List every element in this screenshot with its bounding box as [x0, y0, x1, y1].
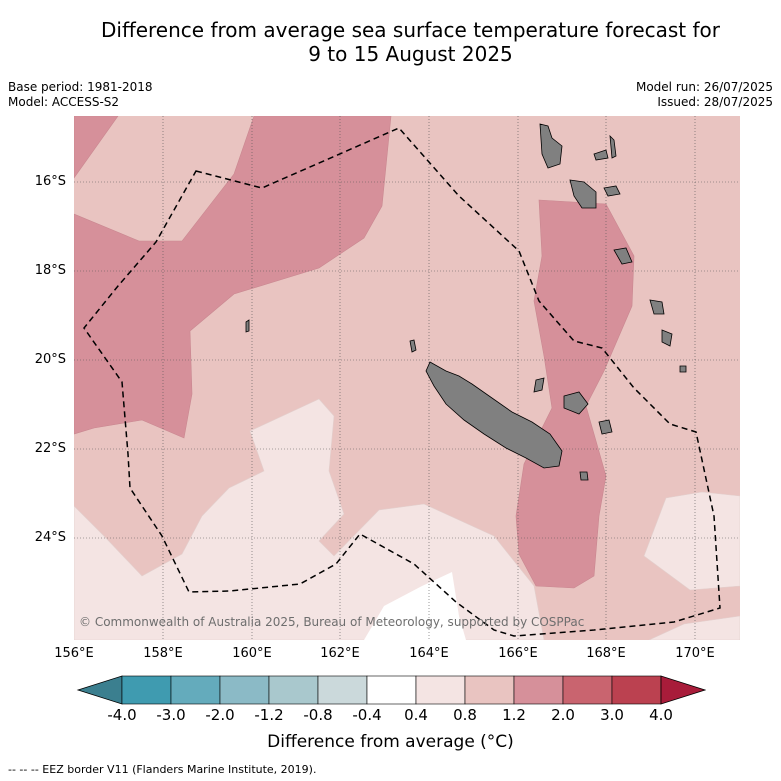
island-vanuatu-espiritu: [539, 123, 563, 169]
island-isle-of-pines: [579, 471, 589, 481]
island-vanuatu-erromango: [649, 299, 665, 315]
island-loyalty-3: [533, 377, 545, 393]
model-run: Model run: 26/07/2025: [635, 80, 773, 94]
meta-left: Base period: 1981-2018 Model: ACCESS-S2: [8, 80, 153, 110]
lon-label-156e: 156°E: [54, 646, 94, 661]
lat-label-22s: 22°S: [34, 441, 66, 456]
island-loyalty-2: [598, 419, 613, 435]
colorbar: [76, 675, 706, 705]
lon-label-164e: 164°E: [409, 646, 449, 661]
colorbar-cell: [415, 675, 466, 705]
colorbar-cell: [219, 675, 270, 705]
title-line-1: Difference from average sea surface temp…: [100, 18, 720, 42]
island-vanuatu-efate: [613, 247, 633, 265]
anomaly-region-neutral: [364, 572, 466, 640]
colorbar-tick-label: 0.8: [453, 706, 477, 724]
island-vanuatu-malekula: [569, 179, 597, 209]
lon-label-158e: 158°E: [143, 646, 183, 661]
colorbar-cell: [366, 675, 417, 705]
model-name: Model: ACCESS-S2: [8, 95, 120, 109]
island-vanuatu-ambrym: [603, 185, 621, 197]
colorbar-tick-label: -1.2: [254, 706, 284, 724]
colorbar-cell: [121, 675, 172, 705]
colorbar-cell: [464, 675, 515, 705]
colorbar-label: Difference from average (°C): [267, 732, 514, 752]
lon-label-162e: 162°E: [320, 646, 360, 661]
lat-label-20s: 20°S: [34, 352, 66, 367]
colorbar-tick-label: -0.8: [303, 706, 333, 724]
island-new-caledonia: [425, 361, 563, 469]
colorbar-cell: [611, 675, 662, 705]
island-hunter: [679, 365, 687, 373]
colorbar-cell: [268, 675, 319, 705]
eez-border: [83, 127, 721, 637]
copyright-credit: © Commonwealth of Australia 2025, Bureau…: [79, 615, 585, 629]
lon-label-170e: 170°E: [675, 646, 715, 661]
gridlines: [74, 116, 740, 640]
colorbar-cell: [170, 675, 221, 705]
issued-date: Issued: 28/07/2025: [657, 95, 773, 109]
lat-label-16s: 16°S: [34, 174, 66, 189]
anomaly-region-mild-south: [74, 398, 545, 640]
eez-note: -- -- -- EEZ border V11 (Flanders Marine…: [8, 763, 317, 776]
island-belep: [409, 339, 417, 353]
colorbar-under-triangle: [76, 675, 123, 705]
colorbar-tick-label: 0.4: [404, 706, 428, 724]
colorbar-tick-label: -3.0: [156, 706, 186, 724]
island-loyalty-1: [563, 391, 589, 415]
lon-label-166e: 166°E: [498, 646, 538, 661]
anomaly-region-mild-se-corner: [648, 615, 740, 640]
meta-right: Model run: 26/07/2025 Issued: 28/07/2025: [636, 80, 773, 110]
island-vanuatu-pentecost: [609, 134, 617, 159]
island-vanuatu-tanna: [661, 329, 673, 347]
colorbar-tick-label: -0.4: [352, 706, 382, 724]
colorbar-tick-label: -2.0: [205, 706, 235, 724]
colorbar-tick-label: 4.0: [649, 706, 673, 724]
island-chesterfield-1: [245, 319, 250, 333]
lon-label-160e: 160°E: [232, 646, 272, 661]
colorbar-tick-label: 2.0: [551, 706, 575, 724]
lat-label-18s: 18°S: [34, 263, 66, 278]
colorbar-over-triangle: [660, 675, 706, 705]
island-vanuatu-ambae: [593, 149, 609, 161]
base-period: Base period: 1981-2018: [8, 80, 153, 94]
colorbar-tick-label: -4.0: [107, 706, 137, 724]
anomaly-region-warm-nw-corner: [74, 116, 119, 179]
land-masses: [245, 123, 687, 481]
lat-label-24s: 24°S: [34, 530, 66, 545]
colorbar-tick-label: 1.2: [502, 706, 526, 724]
colorbar-cell: [562, 675, 613, 705]
sst-anomaly-map: [74, 116, 740, 640]
colorbar-cell: [513, 675, 564, 705]
title-line-2: 9 to 15 August 2025: [308, 42, 513, 66]
colorbar-cell: [317, 675, 368, 705]
colorbar-tick-label: 3.0: [600, 706, 624, 724]
lon-label-168e: 168°E: [586, 646, 626, 661]
anomaly-region-mild-southeast: [643, 491, 740, 591]
chart-title: Difference from average sea surface temp…: [40, 18, 781, 66]
